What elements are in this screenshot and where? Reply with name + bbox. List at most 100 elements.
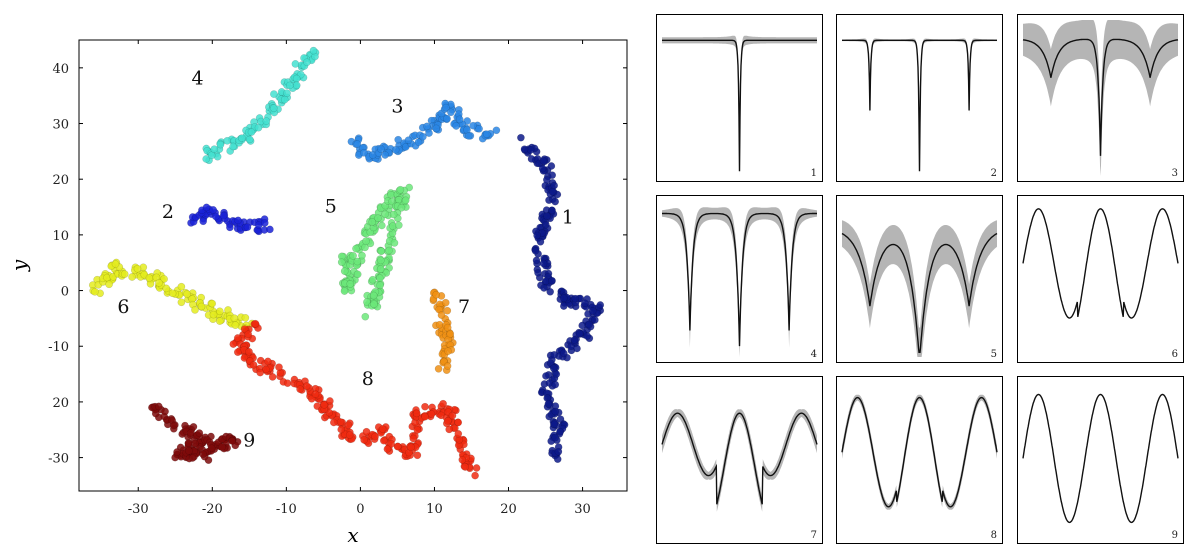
scatter-point [573, 344, 581, 353]
scatter-point [275, 363, 283, 372]
scatter-point [534, 268, 542, 277]
scatter-point [254, 123, 263, 132]
cluster-1-points [517, 133, 605, 464]
scatter-point [551, 407, 560, 416]
scatter-point [434, 364, 443, 373]
scatter-point [423, 122, 431, 131]
panel-frame [1017, 195, 1184, 363]
scatter-point [387, 440, 396, 448]
scatter-point [345, 431, 354, 439]
scatter-point [340, 287, 349, 295]
scatter-point [352, 244, 360, 253]
scatter-point [251, 319, 260, 328]
cluster-2-points [187, 203, 274, 236]
scatter-point [369, 291, 378, 300]
cluster-scatter-plot: -30 -20 -10 0 10 20 30 40 30 20 10 0 -10 20 -30 1 2 3 4 5 6… [7, 39, 628, 547]
scatter-point [548, 187, 557, 196]
scatter-point [464, 132, 473, 140]
scatter-point [240, 354, 249, 362]
panel-label: 5 [991, 349, 997, 360]
scatter-point [229, 142, 237, 151]
y-axis-label: y [7, 259, 31, 272]
scatter-point [360, 436, 368, 444]
cluster-3-points [347, 99, 501, 163]
scatter-point [560, 349, 568, 358]
scatter-point [482, 130, 491, 138]
scatter-point [548, 171, 557, 179]
scatter-point [256, 368, 265, 377]
scatter-point [309, 46, 318, 55]
scatter-point [361, 312, 370, 321]
scatter-point [91, 287, 99, 296]
scatter-point [393, 442, 402, 451]
scatter-point [517, 133, 525, 142]
y-tick-label: 10 [52, 229, 69, 244]
scatter-point [199, 217, 207, 226]
mean-curve [842, 39, 997, 172]
y-tick-label: 40 [52, 62, 69, 77]
cluster-label-4: 4 [191, 68, 203, 90]
spread-band [1023, 20, 1178, 176]
scatter-point [550, 350, 559, 359]
scatter-point [442, 103, 450, 112]
scatter-point [432, 124, 441, 133]
scatter-point [353, 140, 362, 148]
y-tick-label: 20 [52, 173, 69, 188]
mean-curve [1022, 208, 1179, 319]
scatter-point [425, 129, 433, 137]
scatter-point [472, 464, 481, 472]
scatter-point [177, 282, 186, 291]
scatter-point [169, 421, 178, 430]
scatter-point [570, 336, 579, 344]
scatter-point [454, 418, 463, 427]
scatter-point [571, 294, 580, 303]
scatter-point [145, 274, 154, 282]
scatter-point [185, 447, 193, 455]
scatter-point [241, 313, 250, 322]
scatter-point [444, 347, 452, 356]
scatter-point [215, 317, 224, 325]
scatter-point [376, 265, 385, 273]
scatter-point [270, 90, 278, 98]
curve-panel-5: 5 [836, 195, 1003, 363]
cluster-label-9: 9 [243, 429, 255, 451]
scatter-point [556, 427, 564, 436]
scatter-point [191, 306, 199, 314]
scatter-point [202, 203, 211, 212]
scatter-point [533, 231, 541, 240]
scatter-point [207, 151, 216, 160]
panel-label: 9 [1172, 530, 1178, 541]
scatter-point [120, 270, 129, 278]
scatter-point [326, 397, 334, 405]
scatter-point [320, 400, 329, 409]
scatter-point [539, 259, 548, 268]
cluster-label-7: 7 [458, 296, 470, 318]
scatter-point [377, 145, 385, 153]
scatter-point [551, 197, 560, 206]
x-tick-label: -30 [128, 502, 149, 517]
scatter-point [244, 330, 252, 339]
curve-panel-2: 2 [836, 14, 1003, 182]
scatter-point [404, 136, 413, 144]
scatter-point [591, 316, 599, 324]
scatter-point [596, 301, 605, 309]
scatter-point [413, 451, 422, 460]
x-tick-label: 20 [500, 502, 517, 517]
scatter-point [560, 302, 568, 310]
scatter-point [228, 437, 236, 445]
scatter-point [575, 329, 584, 338]
panel-label: 1 [811, 168, 817, 179]
scatter-point [189, 422, 198, 431]
scatter-point [233, 348, 242, 357]
scatter-point [376, 281, 384, 290]
scatter-point [544, 400, 553, 408]
scatter-point [183, 290, 191, 298]
mean-curve [1022, 38, 1179, 156]
scatter-point [337, 425, 346, 434]
cluster-label-5: 5 [325, 196, 337, 218]
scatter-point [296, 385, 304, 394]
mean-curve [661, 412, 818, 505]
scatter-point [362, 237, 370, 245]
scatter-point [435, 320, 444, 329]
scatter-point [173, 448, 181, 456]
